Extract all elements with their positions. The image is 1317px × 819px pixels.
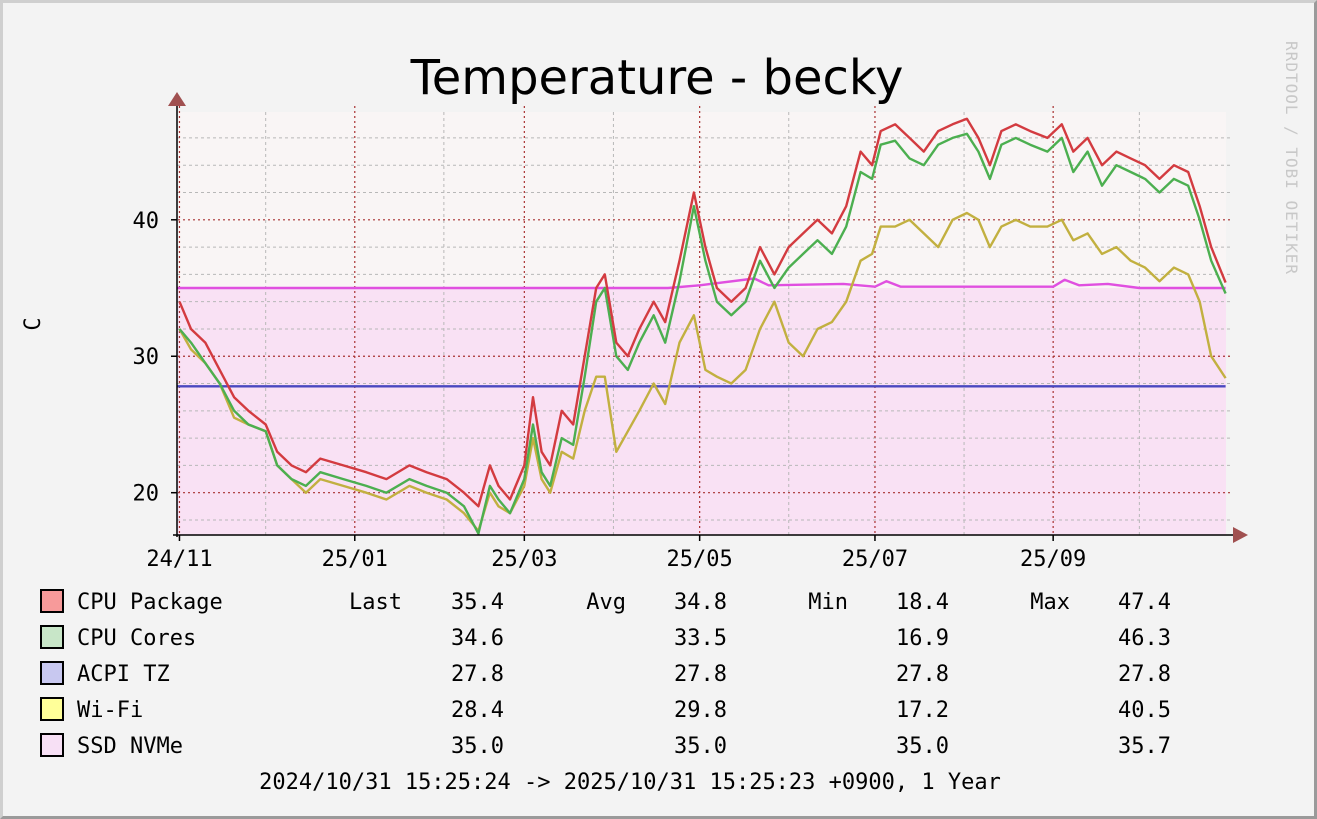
legend-swatch (40, 661, 64, 685)
y-tick-label: 40 (133, 209, 160, 234)
legend-stat-value: 40.5 (1118, 698, 1171, 723)
chart-title: Temperature - becky (410, 50, 904, 106)
x-tick-label: 25/03 (491, 547, 557, 572)
legend-stat-header: Avg (586, 590, 626, 615)
legend-stat-value: 34.8 (674, 590, 727, 615)
x-tick-label: 25/01 (322, 547, 388, 572)
series-line-wi-fi (178, 211, 1227, 533)
legend-stat-value: 35.0 (896, 734, 949, 759)
series-line-cpu-package (178, 117, 1227, 508)
series-line-ssd-nvme (176, 277, 1226, 290)
legend-series-name: ACPI TZ (77, 662, 170, 687)
legend-stat-value: 47.4 (1118, 590, 1171, 615)
series-lines (176, 117, 1227, 535)
legend-stat-value: 34.6 (451, 626, 504, 651)
y-tick-label: 20 (133, 482, 160, 507)
x-tick-label: 25/07 (842, 547, 908, 572)
legend-stat-value: 27.8 (674, 662, 727, 687)
legend-series-name: Wi-Fi (77, 698, 143, 723)
tick-labels: 20 30 40 24/11 25/01 25/03 25/05 25/07 25/09 (133, 209, 1087, 572)
legend-stat-header: Last (349, 590, 402, 615)
legend-series-name: CPU Package (77, 590, 223, 615)
legend-swatch (40, 625, 64, 649)
legend-stat-value: 33.5 (674, 626, 727, 651)
legend-stat-value: 27.8 (896, 662, 949, 687)
legend-stat-header: Max (1030, 590, 1070, 615)
legend-stat-value: 27.8 (451, 662, 504, 687)
time-range-text: 2024/10/31 15:25:24 -> 2025/10/31 15:25:… (259, 770, 1001, 795)
legend-stat-value: 18.4 (896, 590, 949, 615)
legend-swatch (40, 589, 64, 613)
legend-stat-value: 35.0 (451, 734, 504, 759)
legend-stat-value: 27.8 (1118, 662, 1171, 687)
legend-series-name: CPU Cores (77, 626, 196, 651)
x-tick-label: 25/05 (667, 547, 733, 572)
ssd-fill-area (177, 288, 1226, 535)
legend: CPU Package Last 35.4 Avg 34.8 Min 18.4 Max 47.4… (40, 589, 1171, 759)
legend-stat-value: 35.7 (1118, 734, 1171, 759)
axes (168, 92, 1248, 543)
legend-swatch (40, 733, 64, 757)
legend-swatch (40, 697, 64, 721)
y-axis-label: C (21, 317, 46, 330)
legend-stat-value: 16.9 (896, 626, 949, 651)
legend-series-name: SSD NVMe (77, 734, 183, 759)
legend-stat-value: 28.4 (451, 698, 504, 723)
legend-stat-value: 35.4 (451, 590, 504, 615)
x-tick-label: 25/09 (1020, 547, 1086, 572)
y-tick-label: 30 (133, 345, 160, 370)
watermark: RRDTOOL / TOBI OETIKER (1282, 41, 1301, 275)
x-tick-label: 24/11 (146, 547, 212, 572)
x-axis-arrow (1233, 527, 1248, 543)
series-line-cpu-cores (178, 132, 1227, 535)
legend-stat-value: 17.2 (896, 698, 949, 723)
legend-stat-value: 35.0 (674, 734, 727, 759)
y-axis-arrow (168, 92, 186, 106)
legend-stat-header: Min (808, 590, 848, 615)
legend-stat-value: 46.3 (1118, 626, 1171, 651)
minor-grid (177, 112, 1230, 535)
legend-stat-value: 29.8 (674, 698, 727, 723)
